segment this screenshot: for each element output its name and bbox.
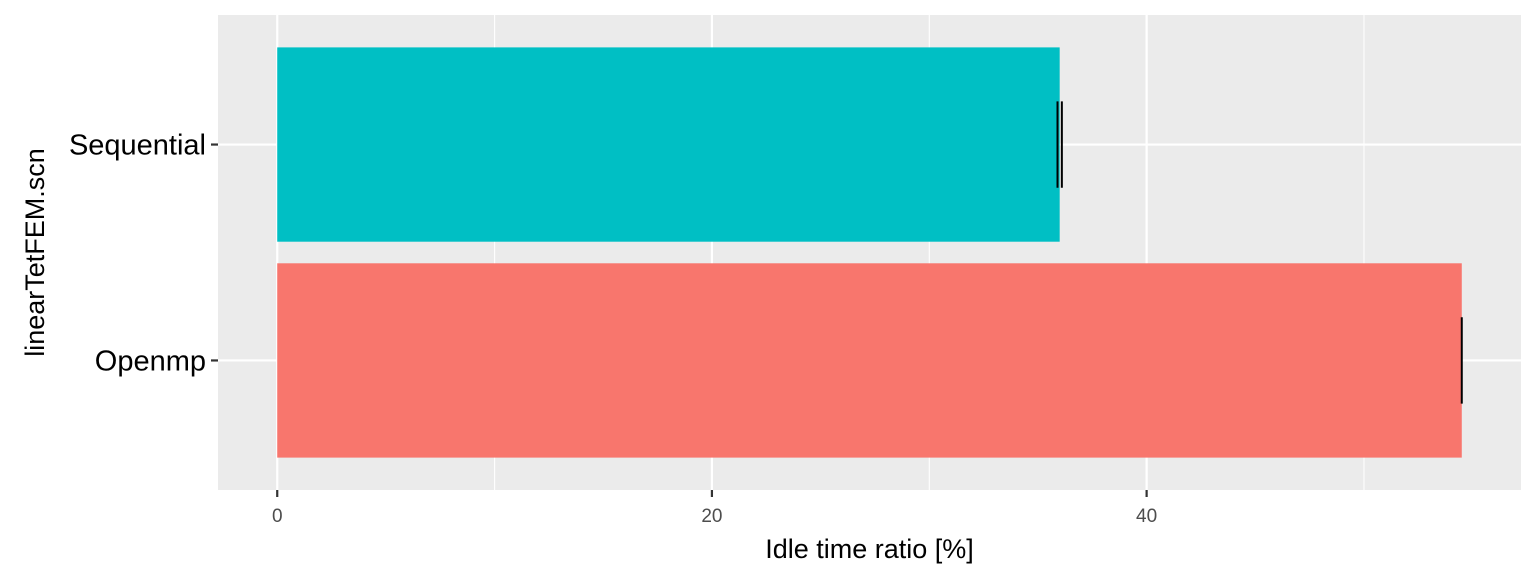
x-tick-label: 20 <box>701 506 722 527</box>
axes: 0 20 40 Openmp Sequential <box>69 130 1157 527</box>
y-tick-label: Openmp <box>95 345 206 377</box>
y-tick-label: Sequential <box>69 130 206 162</box>
bars <box>277 47 1463 458</box>
bar-openmp <box>277 263 1462 458</box>
y-axis-title: linearTetFEM.scn <box>20 148 50 357</box>
x-tick-label: 0 <box>272 506 283 527</box>
x-axis-title: Idle time ratio [%] <box>765 534 974 564</box>
x-tick-label: 40 <box>1136 506 1157 527</box>
bar-sequential <box>277 47 1060 242</box>
